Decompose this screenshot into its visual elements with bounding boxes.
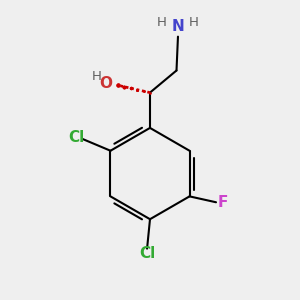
Text: H: H: [92, 70, 101, 83]
Text: H: H: [157, 16, 167, 29]
Text: Cl: Cl: [139, 246, 155, 261]
Text: F: F: [217, 195, 228, 210]
Text: Cl: Cl: [68, 130, 84, 145]
Text: H: H: [189, 16, 199, 29]
Text: O: O: [99, 76, 112, 91]
Text: N: N: [172, 19, 184, 34]
